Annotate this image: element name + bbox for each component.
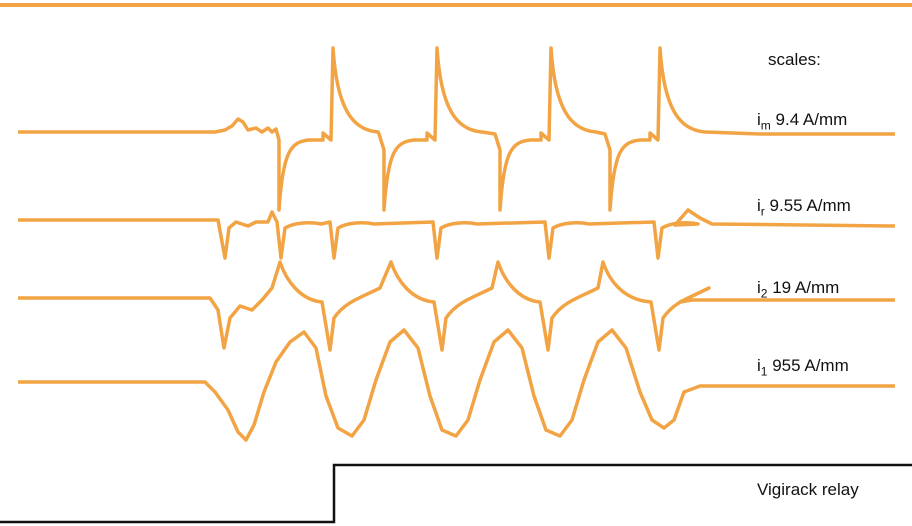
label-i2: i2 19 A/mm [757, 278, 840, 301]
trace-i2 [18, 260, 895, 352]
scales-heading: scales: [768, 50, 821, 69]
trace-ir [18, 208, 896, 260]
label-relay: Vigirack relay [757, 480, 859, 499]
trace-i1 [18, 328, 895, 442]
trace-im [18, 46, 895, 212]
trace-relay [0, 463, 912, 524]
label-i1: i1 955 A/mm [757, 356, 849, 379]
label-ir: ir 9.55 A/mm [757, 196, 851, 219]
label-im: im 9.4 A/mm [757, 110, 848, 133]
